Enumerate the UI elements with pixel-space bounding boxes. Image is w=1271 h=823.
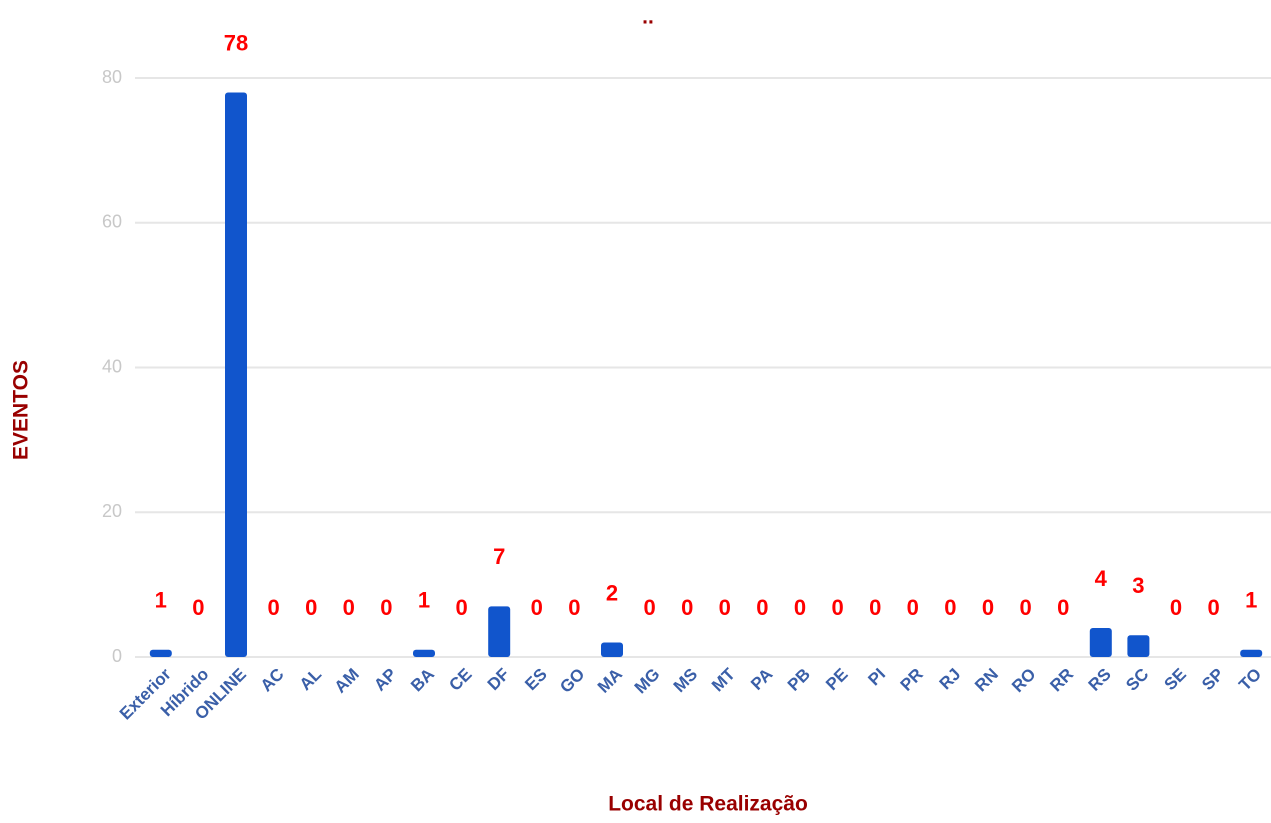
y-tick-label: 80: [102, 67, 122, 87]
data-label: 0: [944, 595, 956, 620]
x-tick-label: MT: [708, 664, 739, 695]
x-tick-label: CE: [445, 665, 475, 695]
bar: [1127, 635, 1150, 657]
x-tick-label: SP: [1198, 665, 1227, 694]
data-label: 0: [192, 595, 204, 620]
data-label: 0: [831, 595, 843, 620]
data-label: 0: [1207, 595, 1219, 620]
data-label: 0: [719, 595, 731, 620]
y-axis-title: EVENTOS: [10, 360, 33, 460]
bar: [601, 642, 623, 657]
data-label: 7: [493, 544, 505, 569]
x-tick-label: AM: [331, 665, 363, 697]
data-label: 3: [1132, 573, 1144, 598]
x-tick-label: RS: [1085, 665, 1115, 695]
x-tick-label: SE: [1161, 665, 1190, 694]
bar: [225, 92, 247, 658]
x-tick-label: PE: [822, 665, 851, 694]
bar: [1240, 649, 1263, 657]
x-tick-label: MG: [631, 665, 664, 698]
data-label: 1: [1245, 588, 1257, 613]
data-label: 0: [1170, 595, 1182, 620]
bar: [413, 649, 435, 657]
x-tick-label: AC: [257, 665, 288, 696]
data-label: 0: [531, 595, 543, 620]
data-label: 0: [455, 595, 467, 620]
x-tick-label: TO: [1235, 665, 1265, 695]
x-tick-label: PA: [747, 665, 776, 694]
x-tick-label: RJ: [936, 665, 965, 694]
x-tick-label: MA: [594, 665, 626, 697]
data-label: 0: [305, 595, 317, 620]
bar: [1089, 628, 1112, 657]
x-tick-label: RO: [1008, 665, 1039, 696]
data-label: 0: [681, 595, 693, 620]
y-tick-label: 0: [112, 646, 122, 666]
data-label: 78: [224, 30, 248, 55]
data-label: 2: [606, 580, 618, 605]
data-label: 4: [1095, 566, 1108, 591]
data-label: 0: [343, 595, 355, 620]
x-tick-label: PB: [784, 665, 814, 695]
bar: [149, 649, 172, 657]
data-label: 1: [155, 588, 167, 613]
y-tick-label: 40: [102, 356, 122, 376]
x-tick-label: MS: [670, 665, 701, 696]
data-label: 0: [568, 595, 580, 620]
x-tick-label: PR: [897, 665, 927, 695]
data-label: 0: [794, 595, 806, 620]
data-label: 0: [869, 595, 881, 620]
data-label: 1: [418, 588, 430, 613]
data-label: 0: [380, 595, 392, 620]
x-tick-label: RN: [971, 665, 1002, 696]
chart-title: ..: [642, 6, 654, 29]
x-tick-label: GO: [556, 665, 588, 697]
data-label: 0: [1057, 595, 1069, 620]
x-tick-label: AP: [370, 665, 400, 695]
x-axis-title: Local de Realização: [608, 793, 808, 816]
data-label: 0: [907, 595, 919, 620]
y-tick-label: 20: [102, 501, 122, 521]
x-tick-label: RR: [1046, 665, 1077, 696]
bar: [488, 606, 511, 657]
data-label: 0: [756, 595, 768, 620]
data-label: 0: [982, 595, 994, 620]
y-tick-label: 60: [102, 212, 122, 232]
data-label: 0: [267, 595, 279, 620]
x-tick-label: SC: [1122, 665, 1152, 695]
x-tick-label: ES: [521, 665, 550, 694]
data-label: 0: [1019, 595, 1031, 620]
x-tick-label: DF: [484, 665, 513, 694]
x-tick-label: PI: [864, 665, 889, 690]
x-tick-label: BA: [407, 665, 438, 696]
data-label: 0: [643, 595, 655, 620]
x-tick-label: AL: [296, 665, 325, 694]
